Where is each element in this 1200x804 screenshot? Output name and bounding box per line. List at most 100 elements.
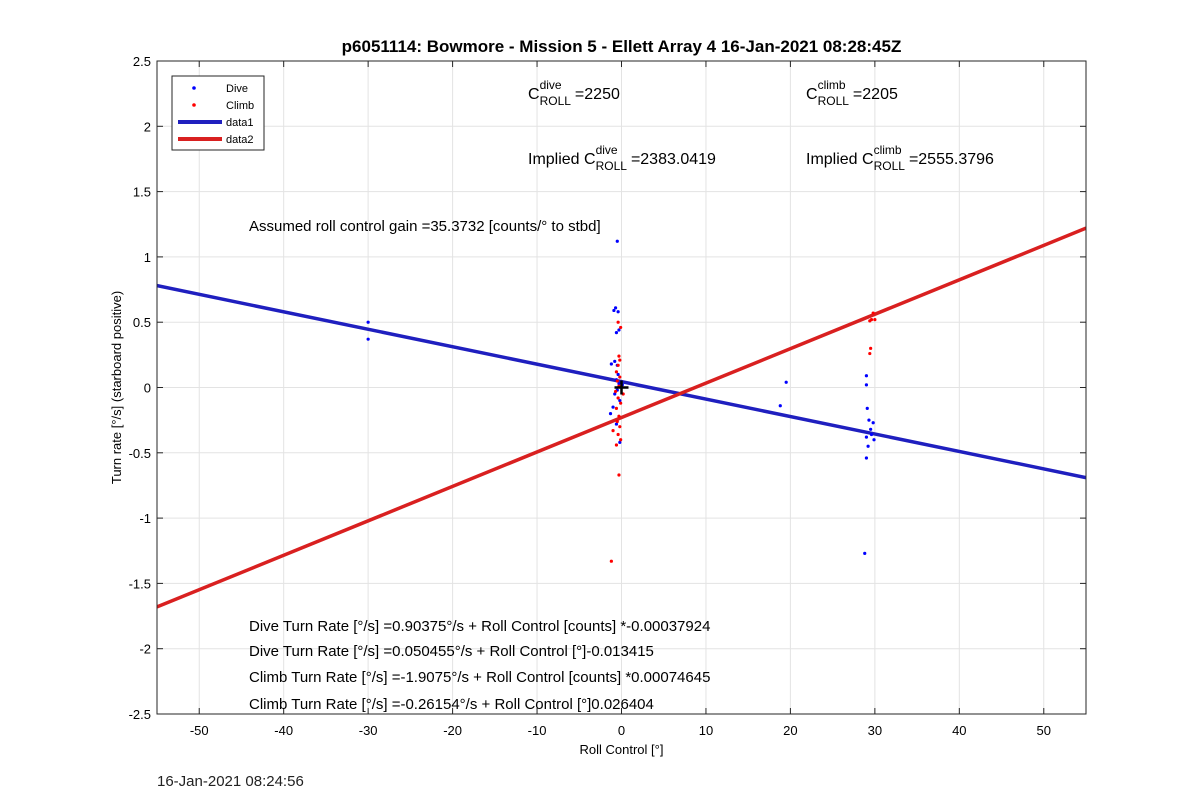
dive-eq-degrees: Dive Turn Rate [°/s] =0.050455°/s + Roll… xyxy=(249,643,654,660)
dive-point xyxy=(864,456,869,460)
climb-point xyxy=(618,425,622,429)
dive-point xyxy=(867,418,871,422)
dive-point xyxy=(614,422,619,426)
dive-point xyxy=(618,440,622,444)
dive-point xyxy=(613,359,617,363)
y-tick-label: 1.5 xyxy=(133,185,151,200)
dive-point xyxy=(617,328,621,332)
c-roll-dive-text: Cdive ROLL =2250 xyxy=(528,78,620,108)
dive-point xyxy=(784,380,788,384)
x-tick-label: 40 xyxy=(952,723,966,738)
x-tick-label: -40 xyxy=(274,723,293,738)
x-axis-label: Roll Control [°] xyxy=(580,742,664,757)
dive-point xyxy=(872,438,876,442)
y-tick-label: 0.5 xyxy=(133,315,151,330)
dive-point xyxy=(871,421,875,425)
chart-title: p6051114: Bowmore - Mission 5 - Ellett A… xyxy=(342,37,902,56)
climb-point xyxy=(615,419,619,424)
c-roll-dive: Cdive ROLL =2250 xyxy=(528,78,620,108)
grid xyxy=(157,60,1086,715)
x-tick-label: 0 xyxy=(618,723,625,738)
dive-point xyxy=(616,310,620,314)
plot-clip-group xyxy=(157,226,1086,609)
x-tick-label: -10 xyxy=(528,723,547,738)
legend-label: Dive xyxy=(226,83,248,95)
y-tick-label: 1 xyxy=(144,250,151,265)
legend-label: data1 xyxy=(226,117,254,129)
y-tick-label: 0 xyxy=(144,381,151,396)
x-tick-label: -50 xyxy=(190,723,209,738)
legend-swatch-climb xyxy=(192,103,196,107)
implied-c-roll-dive: Implied Cdive ROLL =2383.0419 xyxy=(528,143,716,173)
dive-point xyxy=(866,444,870,448)
climb-point xyxy=(609,559,613,563)
climb-point xyxy=(868,351,872,356)
climb-point xyxy=(616,432,620,437)
implied-c-roll-climb: Implied Cclimb ROLL =2555.3796 xyxy=(806,143,994,173)
climb-point xyxy=(617,473,621,477)
climb-eq-degrees: Climb Turn Rate [°/s] =-0.26154°/s + Rol… xyxy=(249,696,654,713)
y-tick-label: -2 xyxy=(139,642,151,657)
dive-point xyxy=(613,392,617,396)
dive-point xyxy=(616,372,620,377)
climb-point xyxy=(611,428,615,433)
climb-point xyxy=(618,375,622,379)
y-tick-label: -1.5 xyxy=(129,576,151,591)
y-tick-label: -0.5 xyxy=(129,446,151,461)
climb-point xyxy=(614,370,619,374)
dive-point xyxy=(613,306,618,310)
climb-eq-counts: Climb Turn Rate [°/s] =-1.9075°/s + Roll… xyxy=(249,669,710,686)
climb-point xyxy=(868,319,872,323)
legend-label: data2 xyxy=(226,134,254,146)
climb-point xyxy=(873,317,877,322)
dive-point xyxy=(864,374,869,378)
climb-point xyxy=(615,379,619,383)
climb-point xyxy=(614,406,619,410)
climb-point xyxy=(616,396,620,400)
y-tick-label: -1 xyxy=(139,511,151,526)
fit-line-data2 xyxy=(157,226,1086,609)
dive-point xyxy=(869,427,873,431)
climb-point xyxy=(871,311,875,315)
climb-point xyxy=(619,438,623,442)
legend: Dive Climb data1 data2 xyxy=(171,75,265,151)
x-tick-label: 30 xyxy=(868,723,882,738)
legend-swatch-dive xyxy=(192,86,196,90)
climb-point xyxy=(619,325,623,330)
climb-point xyxy=(617,414,621,418)
dive-point xyxy=(863,551,867,555)
dive-point xyxy=(618,398,622,403)
dive-point xyxy=(864,435,869,439)
x-tick-label: 50 xyxy=(1037,723,1051,738)
roll-gain-annotation: Assumed roll control gain =35.3732 [coun… xyxy=(249,218,601,235)
dive-point xyxy=(869,432,874,437)
c-roll-climb: Cclimb ROLL =2205 xyxy=(806,78,898,108)
x-tick-label: 20 xyxy=(783,723,797,738)
implied-c-roll-climb-text: Implied Cclimb ROLL =2555.3796 xyxy=(806,143,994,173)
dive-point xyxy=(615,239,619,243)
x-tick-label: -20 xyxy=(443,723,462,738)
y-tick-label: 2.5 xyxy=(133,54,151,69)
dive-point xyxy=(617,381,621,386)
climb-point xyxy=(618,358,622,362)
c-roll-climb-text: Cclimb ROLL =2205 xyxy=(806,78,898,108)
dive-eq-counts: Dive Turn Rate [°/s] =0.90375°/s + Roll … xyxy=(249,618,710,635)
climb-point xyxy=(613,389,618,394)
dive-point xyxy=(366,320,370,324)
dive-point xyxy=(864,383,869,387)
legend-label: Climb xyxy=(226,100,254,112)
dive-point xyxy=(611,405,615,409)
climb-point xyxy=(614,443,619,447)
y-tick-label: -2.5 xyxy=(129,707,151,722)
axes: -50 -40 -30 -20 -10 0 10 20 30 40 50-2.5-2-1.5-1-0… xyxy=(109,37,1087,757)
climb-point xyxy=(617,354,621,358)
dive-point xyxy=(614,331,619,335)
dive-point xyxy=(865,406,869,410)
x-tick-label: -30 xyxy=(359,723,378,738)
climb-point xyxy=(616,320,620,324)
plot-data xyxy=(157,226,1086,609)
dive-point xyxy=(608,412,613,416)
annotations: Cdive ROLL =2250 Cclimb ROLL =2205 Implied Cdi… xyxy=(249,78,994,713)
